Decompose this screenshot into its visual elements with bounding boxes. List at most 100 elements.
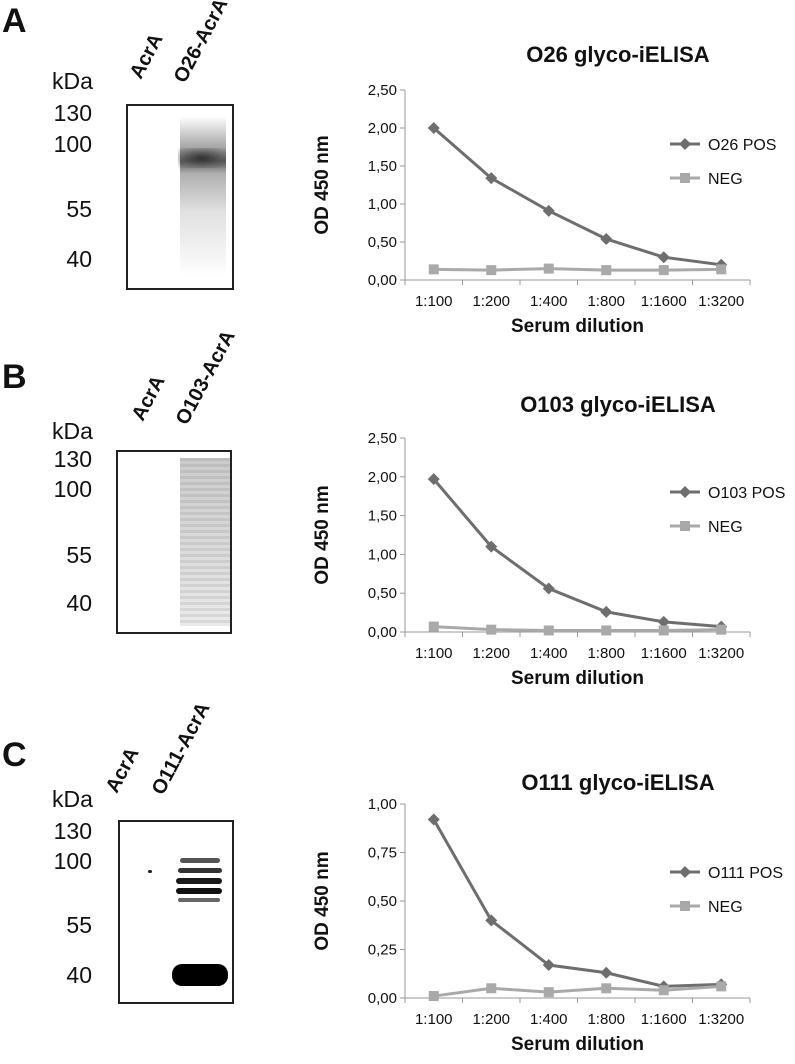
- data-point-neg: [658, 265, 669, 276]
- x-axis-label: Serum dilution: [511, 1034, 644, 1055]
- x-tick-label: 1:400: [530, 293, 568, 310]
- data-point-neg: [601, 983, 612, 994]
- lane-label-glyco: O111-AcrA: [147, 698, 215, 799]
- marker-55: 55: [66, 912, 92, 938]
- data-point-neg: [428, 264, 439, 275]
- marker-40: 40: [66, 246, 92, 272]
- data-point-neg: [716, 981, 727, 992]
- legend-label: NEG: [708, 899, 743, 916]
- kda-unit: kDa: [52, 68, 93, 94]
- x-tick-label: 1:1600: [641, 293, 687, 310]
- panel-letter: A: [2, 2, 27, 40]
- data-point-neg: [658, 625, 669, 636]
- data-point-neg: [716, 624, 727, 635]
- x-tick-label: 1:1600: [641, 645, 687, 662]
- panel-letter: B: [2, 358, 27, 396]
- data-point-pos: [600, 605, 613, 618]
- panel-a: A AcrA O26-AcrA kDa 130 100 55 40 O26 gl…: [0, 0, 795, 350]
- blot-band: [178, 148, 226, 168]
- x-tick-label: 1:200: [472, 645, 510, 662]
- y-axis-label: OD 450 nm: [312, 135, 333, 234]
- data-point-neg: [658, 985, 669, 996]
- series-line-neg: [433, 984, 722, 998]
- line-chart: 0,00 0,50 1,00 1,50 2,00 2,50 1:100 1:200 1:400 1…: [312, 82, 776, 337]
- blot-band-4: [176, 888, 222, 894]
- marker-40: 40: [66, 590, 92, 616]
- y-tick-label: 1,00: [368, 196, 397, 213]
- marker-130: 130: [53, 446, 92, 472]
- y-tick-label: 1,50: [368, 508, 397, 525]
- y-tick-label: 0,75: [368, 845, 397, 862]
- y-tick-label: 0,50: [368, 893, 397, 910]
- series-line-pos: [432, 126, 722, 267]
- x-tick-label: 1:100: [415, 1011, 453, 1028]
- blot-shade: [180, 458, 230, 626]
- y-tick-label: 0,50: [368, 234, 397, 251]
- x-tick-label: 1:400: [530, 645, 568, 662]
- y-tick-label: 1,00: [368, 546, 397, 563]
- blot-band-2: [178, 868, 222, 873]
- y-tick-label: 0,00: [368, 272, 397, 289]
- panel-b: B AcrA O103-AcrA kDa 130 100 55 40 O103 …: [0, 327, 795, 700]
- y-tick-label: 2,00: [368, 120, 397, 137]
- y-tick-label: 2,00: [368, 469, 397, 486]
- data-point-pos: [485, 172, 498, 185]
- y-tick-label: 1,00: [368, 796, 397, 813]
- blot-smear: [180, 458, 230, 626]
- data-point-pos: [427, 122, 440, 134]
- data-point-neg: [543, 263, 554, 274]
- lane-label-control: AcrA: [101, 744, 144, 797]
- data-point-pos: [600, 966, 613, 979]
- x-axis-label: Serum dilution: [511, 668, 644, 689]
- legend-marker-diamond: [679, 866, 691, 878]
- lane-label-control: AcrA: [125, 30, 168, 83]
- data-point-neg: [486, 983, 497, 994]
- western-blot-image: [118, 820, 234, 1004]
- western-blot-image: [116, 450, 232, 634]
- series-line-neg: [433, 267, 722, 272]
- x-tick-label: 1:3200: [698, 645, 744, 662]
- chart-title: O111 glyco-iELISA: [521, 770, 715, 795]
- x-tick-label: 1:800: [587, 293, 625, 310]
- y-tick-label: 2,50: [368, 430, 397, 447]
- data-point-neg: [716, 264, 727, 275]
- series-line-pos: [432, 818, 722, 988]
- x-tick-label: 1:800: [587, 645, 625, 662]
- data-point-neg: [486, 265, 497, 276]
- data-point-pos: [485, 914, 498, 927]
- data-point-pos: [542, 959, 555, 972]
- legend-marker-diamond: [679, 486, 691, 498]
- line-chart: 0,00 0,25 0,50 0,75 1,00 1:100 1:200 1:400 1:800…: [312, 796, 783, 1055]
- x-tick-label: 1:1600: [641, 1011, 687, 1028]
- marker-130: 130: [53, 100, 92, 126]
- x-tick-label: 1:3200: [698, 293, 744, 310]
- blot-band-40: [172, 964, 228, 986]
- x-axis-label: Serum dilution: [511, 316, 644, 337]
- panel-letter: C: [2, 736, 27, 774]
- data-point-pos: [485, 540, 498, 553]
- legend-label: O103 POS: [708, 485, 785, 502]
- legend-label: O111 POS: [708, 865, 783, 882]
- data-point-pos: [657, 251, 670, 264]
- legend-marker-square: [680, 521, 690, 531]
- x-tick-label: 1:3200: [698, 1011, 744, 1028]
- series-line-neg: [433, 625, 722, 632]
- marker-55: 55: [66, 542, 92, 568]
- legend-label: NEG: [708, 519, 743, 536]
- blot-band-3: [176, 878, 222, 884]
- x-tick-label: 1:400: [530, 1011, 568, 1028]
- western-blot-image: [126, 104, 234, 290]
- legend-label: O26 POS: [708, 137, 776, 154]
- x-tick-label: 1:100: [415, 293, 453, 310]
- y-tick-label: 0,50: [368, 585, 397, 602]
- chart-title: O103 glyco-iELISA: [520, 392, 716, 417]
- y-tick-label: 0,25: [368, 942, 397, 959]
- legend-label: NEG: [708, 171, 743, 188]
- data-point-pos: [542, 204, 555, 217]
- lane-label-glyco: O26-AcrA: [169, 0, 233, 87]
- blot-speck: [148, 870, 152, 873]
- series-line-pos: [432, 478, 722, 629]
- kda-unit: kDa: [52, 786, 93, 812]
- legend-marker-square: [680, 901, 690, 911]
- line-chart: 0,00 0,50 1,00 1,50 2,00 2,50 1:100 1:200 1:400 1…: [312, 430, 785, 689]
